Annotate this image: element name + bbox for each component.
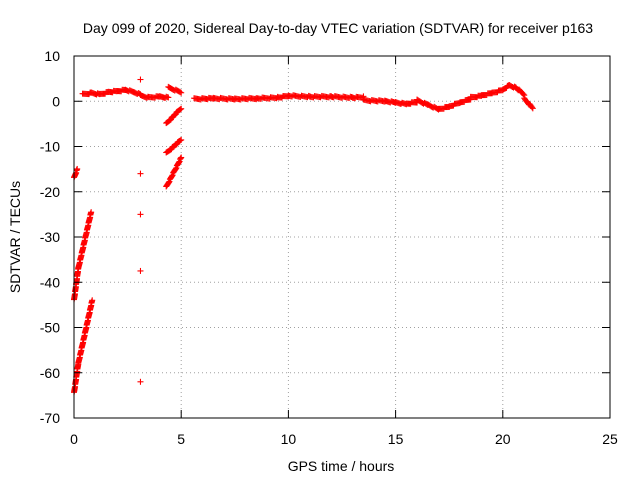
data-point xyxy=(178,154,185,161)
y-tick-label: -70 xyxy=(40,410,60,426)
data-points xyxy=(71,76,536,396)
y-tick-label: -60 xyxy=(40,365,60,381)
y-tick-label: 0 xyxy=(52,93,60,109)
y-tick-label: -30 xyxy=(40,229,60,245)
data-point xyxy=(178,136,185,143)
data-point xyxy=(520,91,527,98)
data-point xyxy=(529,105,536,112)
y-tick-label: 10 xyxy=(44,48,60,64)
data-point xyxy=(137,76,144,83)
y-axis-label: SDTVAR / TECUs xyxy=(7,181,23,293)
data-point xyxy=(137,267,144,274)
data-point xyxy=(177,106,184,113)
data-point xyxy=(165,94,172,101)
data-point xyxy=(137,170,144,177)
data-point xyxy=(178,105,185,112)
x-tick-label: 20 xyxy=(495,431,511,447)
chart-title: Day 099 of 2020, Sidereal Day-to-day VTE… xyxy=(83,20,593,36)
x-tick-labels: 0 5 10 15 20 25 xyxy=(70,431,618,447)
data-point xyxy=(177,89,184,96)
y-tick-label: -50 xyxy=(40,320,60,336)
y-tick-labels: -70 -60 -50 -40 -30 -20 -10 0 10 xyxy=(40,48,60,426)
data-point xyxy=(137,378,144,385)
x-tick-label: 25 xyxy=(602,431,618,447)
x-tick-label: 15 xyxy=(388,431,404,447)
x-tick-label: 0 xyxy=(70,431,78,447)
x-tick-label: 10 xyxy=(281,431,297,447)
data-point xyxy=(74,165,81,172)
axis-ticks xyxy=(73,55,611,419)
x-tick-label: 5 xyxy=(177,431,185,447)
data-point xyxy=(89,297,96,304)
data-point xyxy=(529,104,536,111)
data-point xyxy=(137,211,144,218)
data-point xyxy=(178,89,185,96)
y-tick-label: -40 xyxy=(40,274,60,290)
x-axis-label: GPS time / hours xyxy=(288,458,395,474)
y-tick-label: -10 xyxy=(40,139,60,155)
y-tick-label: -20 xyxy=(40,184,60,200)
data-point xyxy=(88,209,95,216)
grid-lines xyxy=(74,56,610,418)
data-point xyxy=(177,137,184,144)
